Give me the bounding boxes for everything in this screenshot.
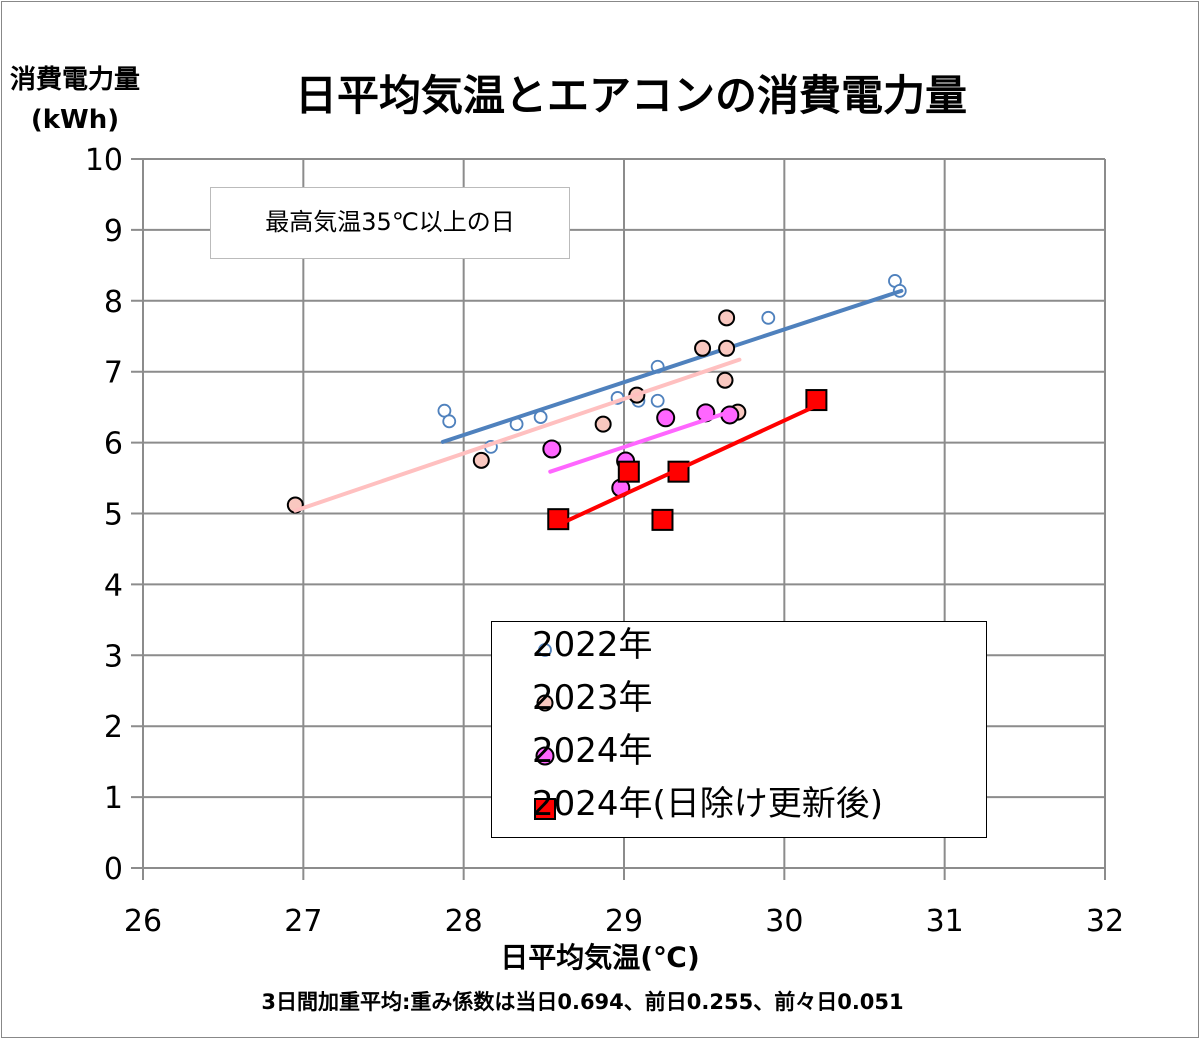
- legend-item-2023: 2023年: [532, 678, 653, 718]
- y-axis-label-line1: 消費電力量: [10, 65, 141, 95]
- x-tick-label: 30: [765, 904, 803, 939]
- legend-item-2024: 2024年: [532, 731, 653, 771]
- y-tick-label: 3: [104, 639, 123, 674]
- x-tick-label: 26: [124, 904, 162, 939]
- y-tick-label: 6: [104, 427, 123, 462]
- x-tick-label: 29: [605, 904, 643, 939]
- data-point-series-2: [542, 439, 562, 459]
- y-tick-label: 9: [104, 214, 123, 249]
- trendline-series-2: [548, 410, 729, 474]
- y-axis-label-line2: (kWh): [30, 105, 120, 135]
- x-tick-label: 32: [1086, 904, 1124, 939]
- data-point-series-2: [656, 408, 676, 428]
- footnote: 3日間加重平均:重み係数は当日0.694、前日0.255、前々日0.051: [261, 990, 904, 1014]
- y-tick-label: 0: [104, 852, 123, 887]
- trendline-series-1: [293, 357, 742, 513]
- y-tick-label: 7: [104, 356, 123, 391]
- data-point-series-3: [805, 389, 828, 412]
- x-tick-label: 27: [284, 904, 322, 939]
- y-axis-label: 消費電力量 (kWh): [10, 60, 140, 140]
- data-point-series-3: [617, 460, 640, 483]
- legend-marker-1: [536, 694, 554, 712]
- x-tick-label: 31: [926, 904, 964, 939]
- data-point-series-1: [594, 415, 612, 433]
- data-point-series-1: [718, 339, 736, 357]
- y-tick-label: 8: [104, 285, 123, 320]
- y-tick-label: 1: [104, 781, 123, 816]
- y-tick-label: 10: [85, 143, 123, 178]
- data-point-series-1: [694, 339, 712, 357]
- y-tick-label: 4: [104, 568, 123, 603]
- legend-marker-3: [534, 798, 556, 820]
- annotation-box: 最高気温35℃以上の日: [210, 187, 570, 259]
- data-point-series-1: [716, 371, 734, 389]
- data-point-series-1: [472, 451, 490, 469]
- data-point-series-0: [442, 414, 457, 429]
- data-point-series-3: [651, 508, 674, 531]
- x-tick-label: 28: [445, 904, 483, 939]
- x-axis-label: 日平均気温(℃): [500, 941, 700, 974]
- trendline-series-0: [440, 288, 904, 444]
- y-tick-label: 2: [104, 710, 123, 745]
- legend-item-2024-after: 2024年(日除け更新後): [532, 784, 884, 824]
- y-tick-label: 5: [104, 498, 123, 533]
- trendline-series-3: [556, 403, 819, 527]
- chart-title: 日平均気温とエアコンの消費電力量: [295, 71, 968, 120]
- data-point-series-1: [718, 309, 736, 327]
- data-point-series-0: [761, 310, 776, 325]
- legend-marker-2: [535, 746, 555, 766]
- legend-marker-0: [538, 643, 552, 657]
- legend-markers: [534, 643, 556, 820]
- data-point-series-0: [650, 393, 665, 408]
- legend-item-2022: 2022年: [532, 625, 653, 665]
- legend: 2022年 2023年 2024年 2024年(日除け更新後): [491, 621, 987, 838]
